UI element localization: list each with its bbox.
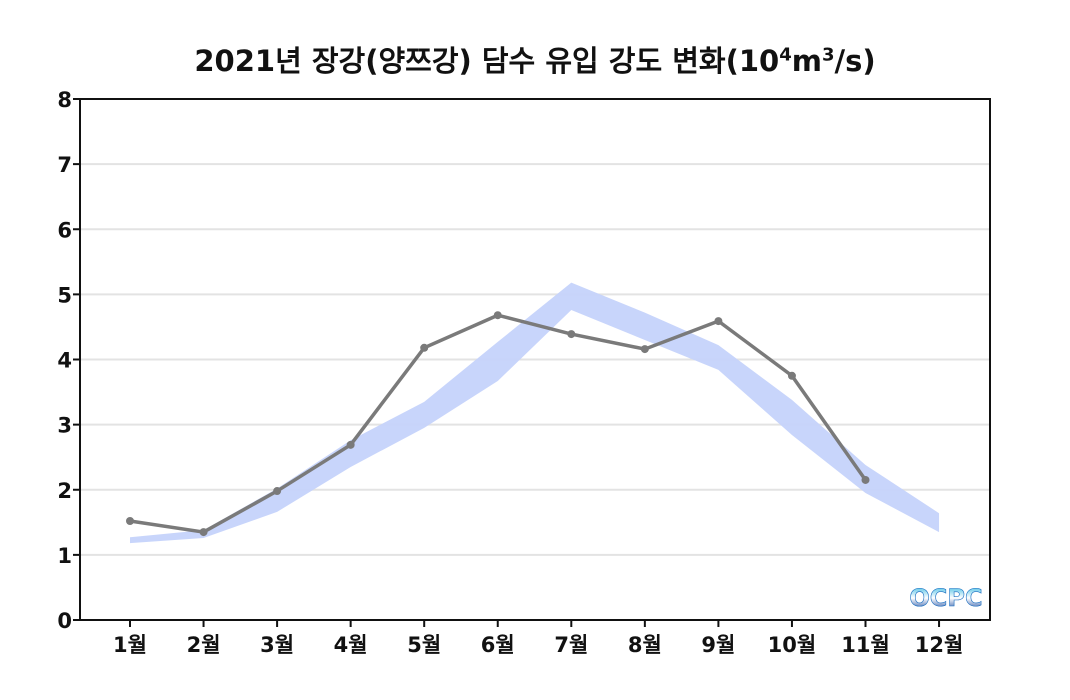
x-tick-label: 9월 [701,633,735,657]
x-tick-label: 12월 [915,633,964,657]
data-point [640,345,649,354]
data-point [787,371,796,380]
x-tick-label: 4월 [334,633,368,657]
svg-text:OCPC: OCPC [909,584,982,612]
x-tick-label: 7월 [554,633,588,657]
data-point [199,528,208,537]
chart-title: 2021년 장강(양쯔강) 담수 유입 강도 변화(104m3/s) [194,44,876,78]
data-point [273,487,282,496]
y-tick-label: 1 [57,544,72,568]
data-point [126,517,134,526]
y-tick-label: 3 [57,414,72,438]
data-point [714,317,723,326]
x-tick-label: 3월 [260,633,294,657]
data-point [861,475,870,484]
x-tick-label: 11월 [841,633,890,657]
y-tick-label: 5 [57,283,72,307]
data-point [420,343,429,352]
normal-range-band [130,282,940,544]
x-tick-label: 8월 [628,633,662,657]
x-tick-label: 5월 [407,633,441,657]
ocpc-logo: OCPC [909,584,983,613]
y-tick-label: 2 [57,479,72,503]
data-point [346,440,355,449]
y-tick-label: 7 [57,153,72,177]
y-tick-label: 8 [57,88,72,112]
x-tick-label: 6월 [481,633,515,657]
y-tick-label: 6 [57,218,72,242]
data-point [567,330,576,339]
y-tick-label: 0 [57,609,72,633]
x-tick-label: 1월 [113,633,147,657]
data-point [493,311,502,320]
x-tick-label: 10월 [768,633,817,657]
x-tick-label: 2월 [187,633,221,657]
y-tick-label: 4 [57,349,72,373]
